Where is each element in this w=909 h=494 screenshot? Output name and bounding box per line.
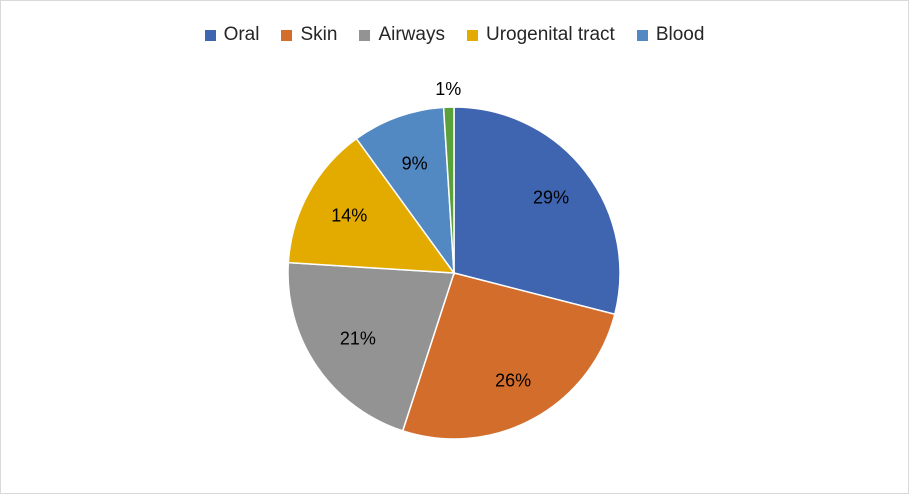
chart-legend: Oral Skin Airways Urogenital tract Blood bbox=[1, 19, 908, 51]
data-label-urogenital-tract: 14% bbox=[331, 205, 367, 225]
legend-swatch-urogenital-tract bbox=[466, 29, 478, 41]
data-label-other: 1% bbox=[435, 79, 461, 99]
legend-label-urogenital-tract: Urogenital tract bbox=[485, 24, 615, 45]
pie-slice-urogenital-tract bbox=[287, 137, 456, 274]
pie-slices bbox=[287, 106, 621, 440]
legend-swatch-oral bbox=[204, 29, 216, 41]
legend-label-oral: Oral bbox=[223, 24, 260, 45]
legend-item-blood: Blood bbox=[636, 24, 705, 46]
pie-slice-oral bbox=[453, 106, 621, 316]
data-label-blood: 9% bbox=[402, 154, 428, 174]
legend-label-blood: Blood bbox=[655, 24, 705, 45]
pie-data-labels: 29% 26% 21% 14% 9% 1% bbox=[331, 79, 569, 391]
legend-label-skin: Skin bbox=[300, 24, 338, 45]
legend-swatch-airways bbox=[359, 29, 371, 41]
data-label-airways: 21% bbox=[340, 328, 376, 348]
data-label-skin: 26% bbox=[495, 371, 531, 391]
legend-item-urogenital-tract: Urogenital tract bbox=[466, 24, 615, 46]
pie-slice-skin bbox=[401, 272, 616, 440]
legend-item-oral: Oral bbox=[204, 24, 260, 46]
data-label-oral: 29% bbox=[533, 188, 569, 208]
pie-slice-airways bbox=[287, 261, 456, 432]
pie-slice-blood bbox=[355, 106, 455, 276]
legend-swatch-blood bbox=[636, 29, 648, 41]
pie-slice-other bbox=[442, 106, 455, 274]
legend-item-airways: Airways bbox=[359, 24, 445, 46]
legend-item-skin: Skin bbox=[281, 24, 337, 46]
legend-label-airways: Airways bbox=[378, 24, 445, 45]
legend-swatch-skin bbox=[281, 29, 293, 41]
